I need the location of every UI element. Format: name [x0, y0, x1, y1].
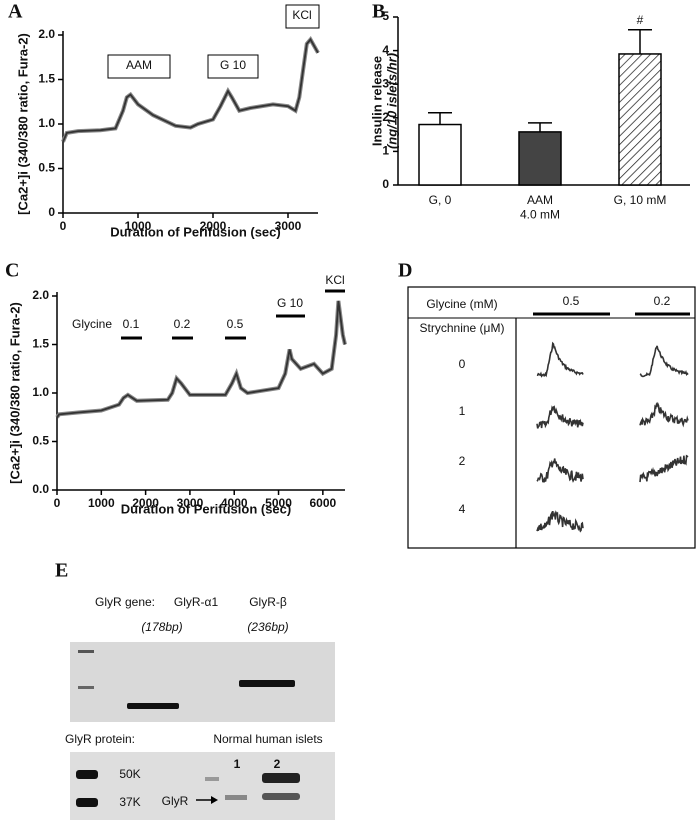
y-tick-label: 4 — [382, 43, 389, 57]
x-tick-label: 1000 — [88, 496, 115, 510]
y-tick-label: 5 — [382, 9, 389, 23]
gel-label: GlyR gene: — [95, 595, 155, 609]
annotation-box — [207, 54, 259, 79]
y-axis-title: [Ca2+]i (340/380 ratio, Fura-2) — [15, 33, 30, 215]
blot-image — [70, 752, 335, 820]
x-tick-label: G, 10 mM — [614, 193, 667, 207]
marker-label: 37K — [119, 795, 140, 809]
x-tick-label: 4000 — [221, 496, 248, 510]
panel-label: E — [55, 560, 68, 582]
annotation: KCl — [292, 8, 311, 22]
trace — [536, 341, 584, 378]
trace — [536, 510, 584, 533]
annotation: G 10 — [277, 296, 303, 310]
annotation: AAM — [126, 58, 152, 72]
y-tick-label: 2 — [382, 110, 389, 124]
annotation-box — [107, 54, 171, 79]
y-tick-label: 3 — [382, 76, 389, 90]
line — [62, 37, 319, 143]
lane-label: 2 — [274, 757, 281, 771]
gel-label: (178bp) — [141, 620, 182, 634]
x-tick-label: 1000 — [125, 219, 152, 233]
row-label: 4 — [459, 502, 466, 516]
row-label: 2 — [459, 454, 466, 468]
bar — [518, 131, 562, 186]
dose-label: 0.5 — [563, 294, 580, 308]
panel-label: B — [372, 1, 385, 23]
x-tick-label: G, 0 — [429, 193, 452, 207]
trace — [639, 345, 689, 378]
x-tick-label: 3000 — [275, 219, 302, 233]
panel-label: D — [398, 260, 412, 282]
table-header: Glycine (mM) — [426, 297, 497, 311]
y-tick-label: 0.5 — [38, 161, 55, 175]
trace — [639, 401, 689, 428]
bar — [418, 123, 462, 186]
x-axis-title: Duration of Perifusion (sec) — [110, 224, 280, 239]
y-tick-label: 1.5 — [32, 337, 49, 351]
trace — [536, 458, 584, 483]
y-tick-label: 2.0 — [38, 27, 55, 41]
dose-label: 0.2 — [654, 294, 671, 308]
annotation: KCl — [325, 273, 344, 287]
y-tick-label: 0 — [48, 205, 55, 219]
table-header: Strychnine (μM) — [420, 321, 505, 335]
gel-label: GlyR-β — [249, 595, 287, 609]
y-axis-title: [Ca2+]i (340/380 ratio, Fura-2) — [7, 302, 22, 484]
gel-label: Normal human islets — [213, 732, 322, 746]
marker-label: 50K — [119, 767, 140, 781]
x-tick-label: 0 — [54, 496, 61, 510]
y-tick-label: 2.0 — [32, 288, 49, 302]
y-tick-label: 1 — [382, 144, 389, 158]
y-tick-label: 1.0 — [38, 116, 55, 130]
y-tick-label: 0.0 — [32, 482, 49, 496]
annotation: Glycine — [72, 317, 112, 331]
x-tick-label: 2000 — [132, 496, 159, 510]
line — [56, 300, 346, 418]
y-tick-label: 1.0 — [32, 385, 49, 399]
traces — [536, 341, 689, 533]
row-label: 0 — [459, 357, 466, 371]
trace — [639, 454, 689, 483]
panel-label: C — [5, 260, 19, 282]
bar — [618, 53, 662, 186]
x-tick-label: 6000 — [309, 496, 336, 510]
gel-label: GlyR protein: — [65, 732, 135, 746]
y-tick-label: 0.5 — [32, 434, 49, 448]
y-tick-label: 0 — [382, 177, 389, 191]
annotation: G 10 — [220, 58, 246, 72]
row-label: 1 — [459, 404, 466, 418]
x-tick-label: 3000 — [177, 496, 204, 510]
lane-label: 1 — [234, 757, 241, 771]
trace-shadow — [61, 36, 320, 143]
table-d — [407, 286, 696, 549]
y-tick-label: 1.5 — [38, 72, 55, 86]
y-axis-title: Insulin release — [369, 56, 384, 146]
gel-image — [70, 642, 335, 722]
annotation: 0.1 — [123, 317, 140, 331]
y-axis-unit: (ng/10 islets/hr) — [384, 53, 399, 149]
x-tick-label: AAM 4.0 mM — [520, 193, 560, 221]
x-tick-label: 5000 — [265, 496, 292, 510]
x-tick-label: 0 — [60, 219, 67, 233]
annotation: 0.5 — [227, 317, 244, 331]
x-axis-title: Duration of Perifusion (sec) — [121, 501, 291, 516]
panel-label: A — [8, 1, 23, 23]
gel-label: (236bp) — [247, 620, 288, 634]
annotation-box — [285, 4, 320, 29]
band-label: GlyR — [162, 794, 189, 808]
annotation: # — [637, 13, 644, 27]
annotation: 0.2 — [174, 317, 191, 331]
x-tick-label: 2000 — [200, 219, 227, 233]
trace — [536, 405, 584, 429]
gel-label: GlyR-α1 — [174, 595, 219, 609]
